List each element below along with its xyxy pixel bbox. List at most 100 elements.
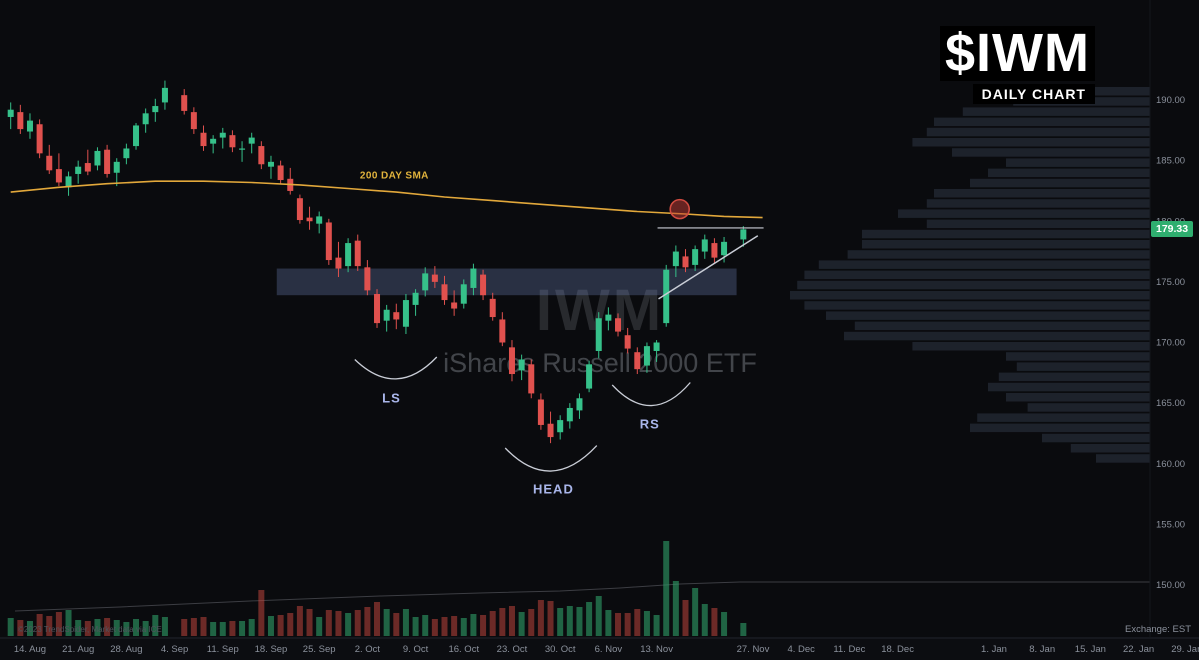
pattern-arc — [354, 356, 438, 380]
volume-bar — [84, 621, 91, 636]
candle-body — [239, 148, 246, 150]
candle-body — [682, 256, 689, 268]
candle-body — [364, 267, 371, 291]
volume-bar — [653, 615, 660, 636]
candle-body — [402, 300, 409, 327]
candle-body — [161, 87, 168, 103]
candle-body — [393, 312, 400, 320]
volume-profile-bar — [847, 250, 1150, 259]
candle-body — [422, 273, 429, 291]
price-tick-label: 155.00 — [1156, 519, 1185, 530]
volume-bar — [55, 612, 62, 636]
candle-body — [26, 120, 33, 132]
volume-bar — [682, 600, 689, 636]
price-tick-label: 150.00 — [1156, 580, 1185, 591]
candle-body — [325, 222, 332, 261]
volume-bar — [557, 608, 564, 636]
date-tick-label: 4. Sep — [161, 644, 188, 655]
volume-bar — [277, 615, 284, 636]
candle-body — [624, 335, 631, 349]
volume-bar — [634, 609, 641, 636]
candle-body — [200, 132, 207, 147]
candle-body — [537, 399, 544, 425]
volume-bar — [94, 619, 101, 636]
volume-profile-bar — [1070, 444, 1150, 453]
candle-body — [518, 359, 525, 371]
candle-body — [219, 132, 226, 138]
volume-profile-bar — [844, 331, 1150, 341]
candle-body — [181, 95, 188, 111]
date-tick-label: 13. Nov — [640, 644, 673, 655]
volume-profile-bar — [1006, 158, 1150, 167]
volume-profile-bar — [1016, 362, 1150, 371]
date-tick-label: 21. Aug — [62, 644, 94, 655]
volume-bar — [306, 609, 313, 636]
date-tick-label: 14. Aug — [14, 644, 46, 655]
candle-body — [508, 347, 515, 375]
volume-profile-bar — [898, 209, 1150, 218]
volume-bar — [7, 618, 14, 636]
date-tick-label: 11. Sep — [207, 644, 239, 655]
exchange-label: Exchange: EST — [1124, 624, 1191, 635]
candle-body — [431, 274, 438, 282]
date-tick-label: 18. Dec — [881, 644, 914, 655]
date-tick-label: 22. Jan — [1123, 644, 1154, 655]
volume-bar — [345, 613, 352, 636]
candle-body — [152, 106, 159, 113]
candle-body — [740, 229, 747, 240]
candle-body — [451, 302, 458, 309]
date-tick-label: 11. Dec — [833, 644, 865, 655]
volume-bar — [75, 620, 82, 636]
volume-bar — [316, 617, 323, 636]
pattern-label-left-shoulder: LS — [382, 390, 401, 406]
volume-bar — [740, 623, 747, 636]
volume-bar — [663, 541, 670, 636]
candle-body — [528, 364, 535, 394]
volume-profile-bar — [1096, 454, 1150, 463]
volume-profile-bar — [952, 148, 1150, 157]
volume-bar — [219, 622, 226, 636]
volume-bar — [46, 616, 53, 636]
candle-body — [672, 251, 679, 267]
volume-bar — [229, 621, 236, 636]
candle-body — [643, 346, 650, 366]
volume-profile-bar — [1070, 87, 1150, 96]
candle-body — [663, 269, 670, 324]
candle-body — [692, 249, 699, 265]
candle-body — [595, 318, 602, 351]
candle-body — [7, 109, 14, 117]
volume-profile-bar — [912, 138, 1150, 147]
candle-body — [113, 161, 120, 173]
candle-body — [615, 318, 622, 332]
candle-body — [460, 284, 467, 304]
sma-200-line — [10, 180, 763, 219]
candle-body — [354, 240, 361, 267]
candle-body — [104, 149, 111, 174]
date-tick-label: 15. Jan — [1075, 644, 1106, 655]
volume-profile-bar — [926, 219, 1150, 229]
candle-body — [248, 137, 255, 144]
candle-body — [547, 423, 554, 438]
volume-bar — [113, 620, 120, 636]
volume-bar — [133, 619, 140, 636]
candle-body — [412, 292, 419, 305]
volume-bar — [412, 617, 419, 636]
candle-body — [306, 217, 313, 222]
candle-body — [441, 284, 448, 301]
candle-body — [123, 148, 130, 159]
volume-bar — [672, 581, 679, 636]
volume-bar — [692, 588, 699, 636]
candle-body — [576, 398, 583, 411]
candle-body — [480, 274, 487, 296]
candle-body — [721, 241, 728, 256]
candle-body — [335, 257, 342, 269]
volume-bar — [354, 610, 361, 636]
price-tick-label: 160.00 — [1156, 459, 1185, 470]
candle-body — [17, 112, 24, 130]
candle-body — [36, 124, 43, 154]
volume-bar — [595, 596, 602, 636]
volume-bar — [26, 621, 33, 636]
candle-body — [229, 135, 236, 148]
volume-bar — [701, 604, 708, 636]
